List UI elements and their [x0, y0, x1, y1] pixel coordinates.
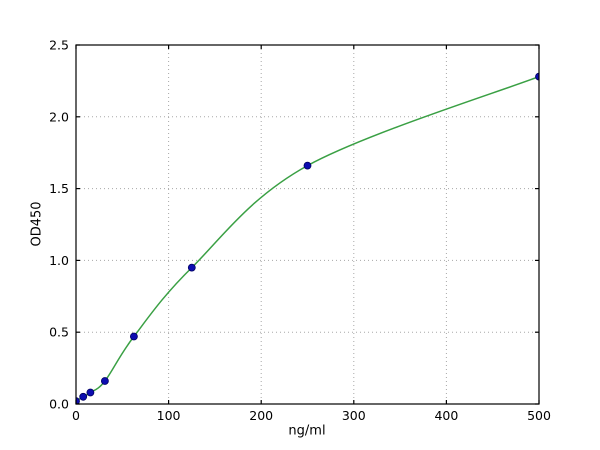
data-point: [129, 332, 138, 341]
data-point: [303, 161, 312, 170]
plot-frame: [75, 44, 540, 405]
x-tick-label: 100: [157, 408, 181, 423]
fit-curve: [76, 75, 539, 402]
data-point: [187, 263, 196, 272]
y-tick-label: 0.0: [49, 397, 69, 412]
data-point: [76, 397, 80, 404]
y-tick-label: 1.5: [49, 181, 69, 196]
y-axis-label: OD450: [29, 201, 45, 247]
y-tick-label: 1.0: [49, 253, 69, 268]
x-axis-label: ng/ml: [288, 423, 326, 439]
data-point: [101, 377, 109, 385]
data-point: [79, 392, 88, 401]
y-tick-label: 0.5: [49, 325, 69, 340]
data-point: [86, 388, 95, 397]
x-tick-label: 0: [72, 408, 80, 423]
x-tick-label: 500: [527, 408, 551, 423]
x-tick-label: 300: [342, 408, 366, 423]
x-tick-label: 400: [434, 408, 458, 423]
y-tick-label: 2.0: [49, 109, 69, 124]
data-point: [535, 72, 539, 81]
y-tick-label: 2.5: [49, 38, 69, 53]
x-tick-label: 200: [249, 408, 273, 423]
